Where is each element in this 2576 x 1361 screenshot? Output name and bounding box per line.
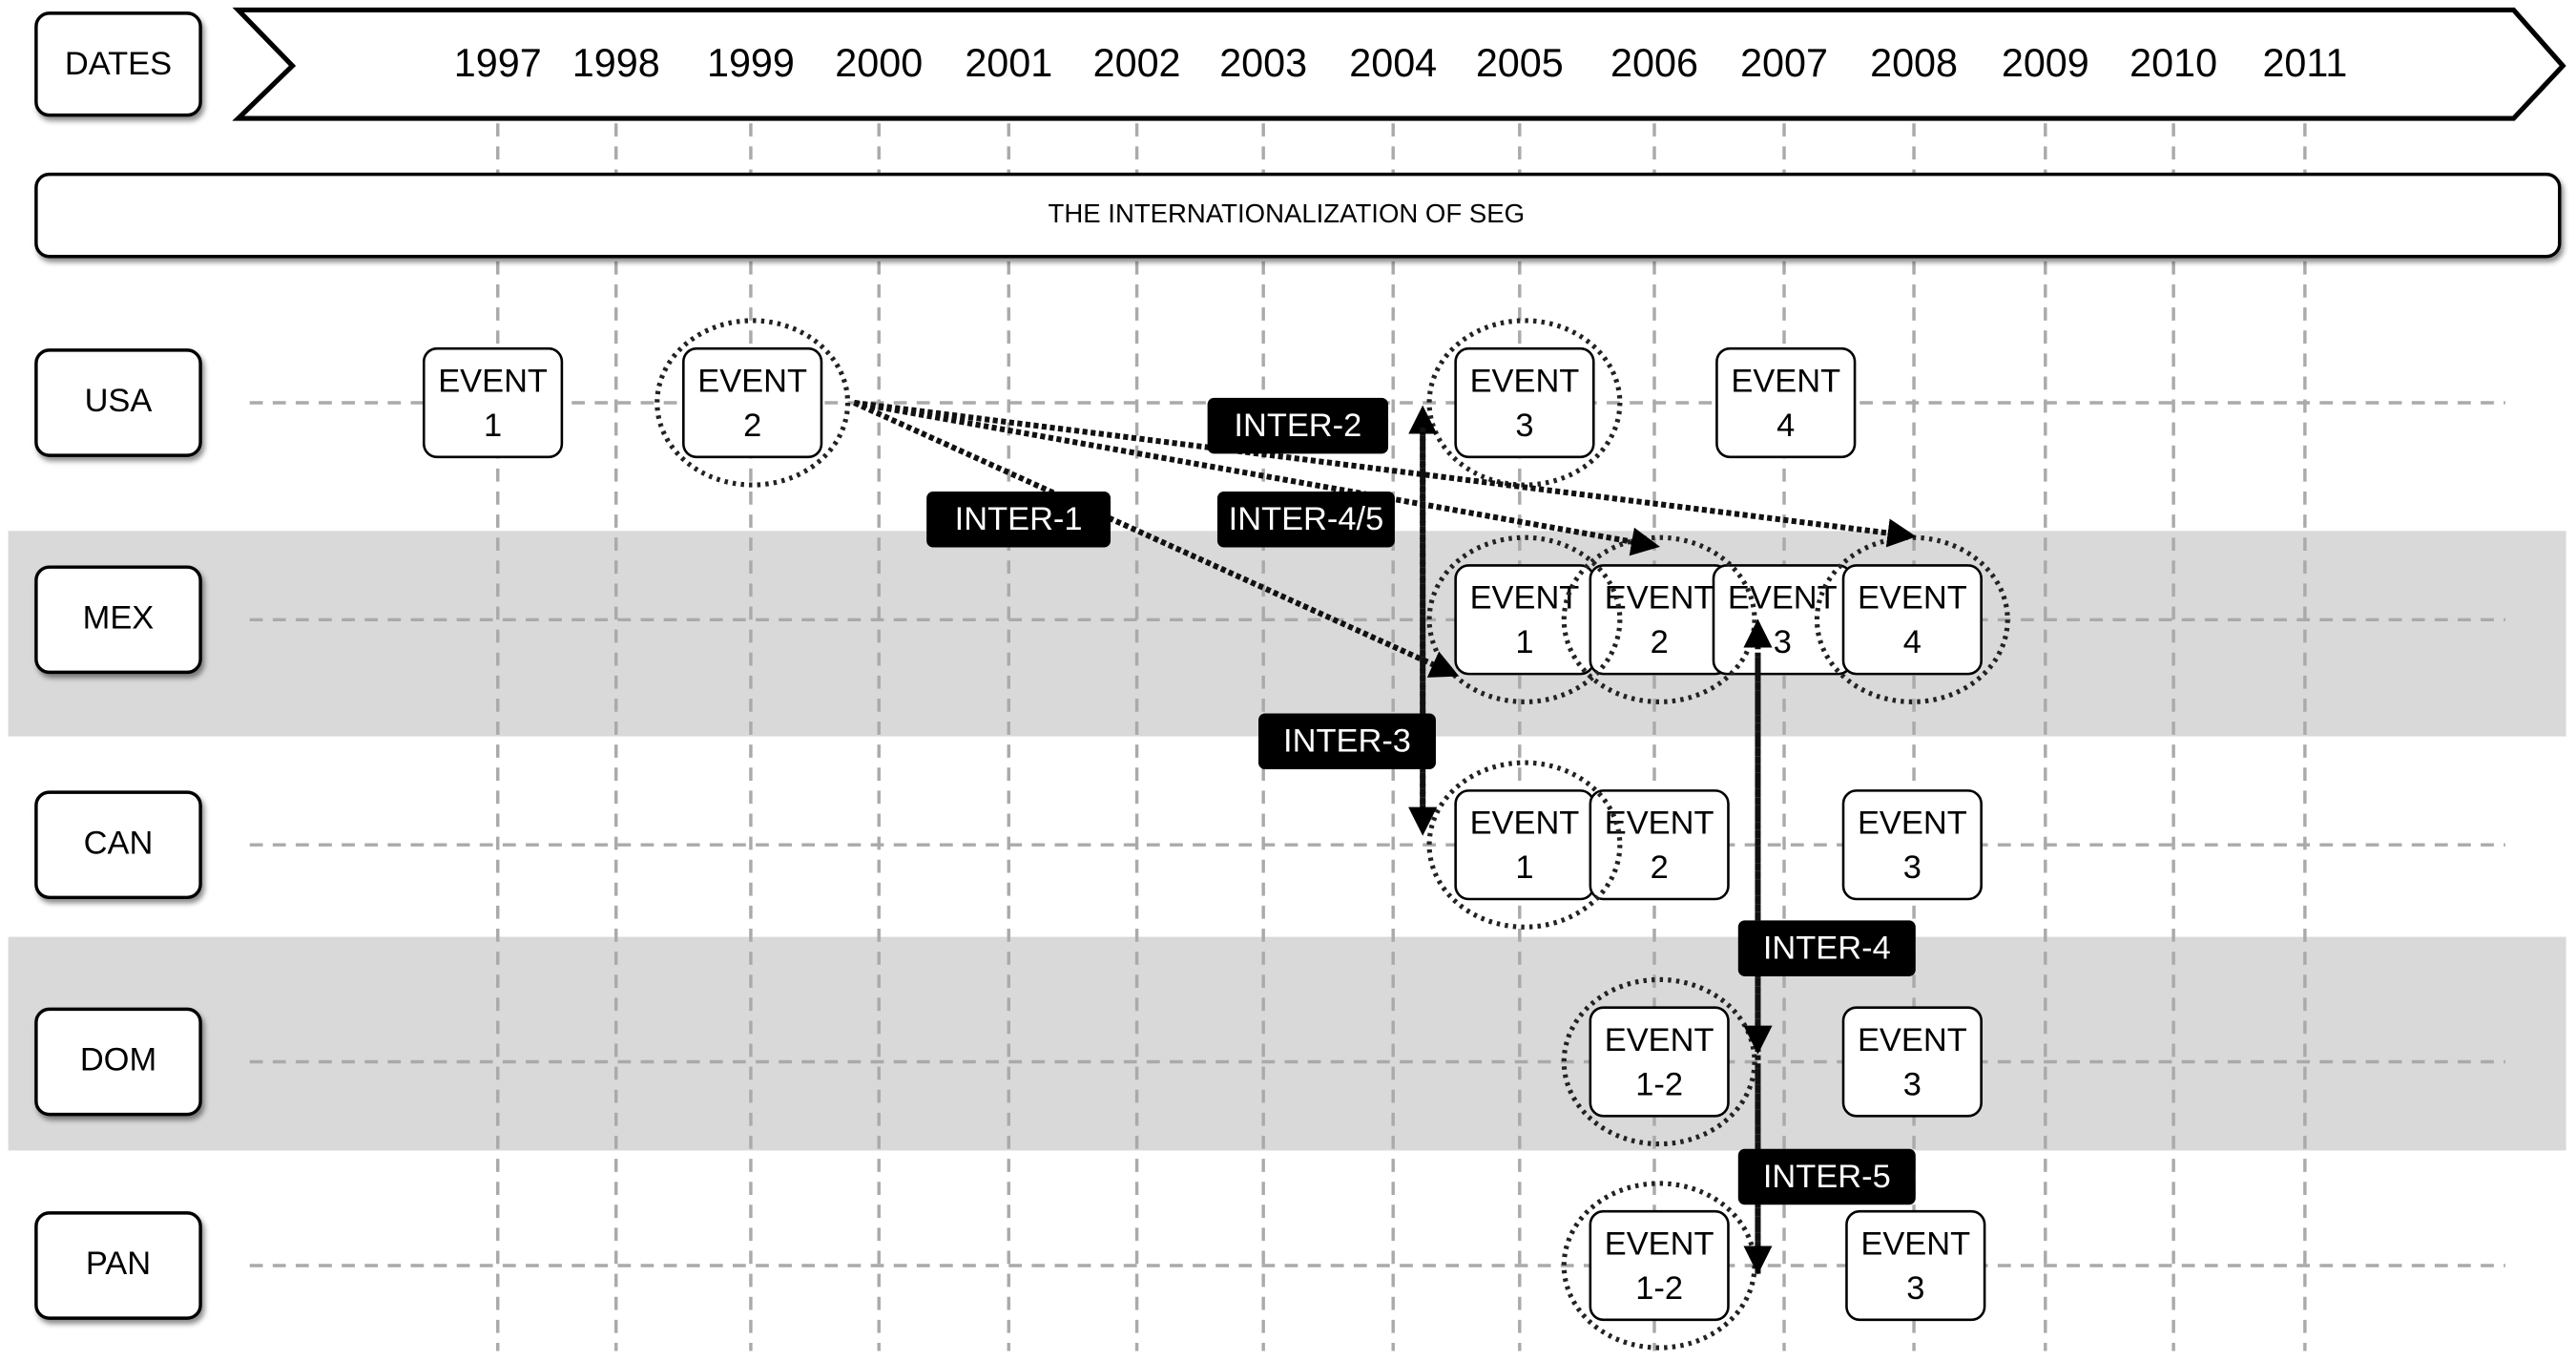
event-title: EVENT <box>438 363 548 399</box>
interaction-tag <box>1216 491 1395 548</box>
event-number: 1 <box>484 408 502 444</box>
interaction-label: INTER-4 <box>1763 930 1891 966</box>
event-number: 3 <box>1515 408 1533 444</box>
row-label: MEX <box>83 599 155 636</box>
interaction-arrow <box>853 400 1660 556</box>
row-label: USA <box>85 383 153 419</box>
title: THE INTERNATIONALIZATION OF SEG <box>1049 199 1525 228</box>
row-label: DOM <box>80 1042 156 1078</box>
interaction-label: INTER-4/5 <box>1229 501 1384 537</box>
interaction-tag <box>1737 1148 1916 1205</box>
event-title: EVENT <box>1605 1225 1714 1262</box>
header-box <box>34 11 202 117</box>
event-number: 4 <box>1776 408 1795 444</box>
year-label: 1998 <box>572 41 660 85</box>
row-label: PAN <box>86 1246 151 1282</box>
dates-arrow <box>232 7 2566 121</box>
event-number: 3 <box>1903 849 1922 886</box>
event-highlight <box>1426 534 1623 704</box>
interaction-tag <box>926 491 1111 548</box>
event-number: 3 <box>1774 624 1792 660</box>
event-box <box>1715 346 1857 459</box>
year-label: 2000 <box>835 41 923 85</box>
event-number: 2 <box>1651 849 1669 886</box>
event-box <box>1589 1006 1730 1118</box>
interaction-arrow <box>854 400 1917 548</box>
interaction-label: INTER-1 <box>955 501 1083 537</box>
header-label: DATES <box>65 46 172 82</box>
event-title: EVENT <box>1605 580 1714 617</box>
event-number: 2 <box>1651 624 1669 660</box>
year-label: 2002 <box>1093 41 1181 85</box>
event-number: 3 <box>1903 1066 1922 1102</box>
event-number: 1-2 <box>1635 1270 1683 1307</box>
event-box <box>1589 789 1730 901</box>
year-label: 2010 <box>2129 41 2217 85</box>
year-label: 2006 <box>1610 41 1698 85</box>
event-number: 1-2 <box>1635 1066 1683 1102</box>
event-number: 3 <box>1906 1270 1924 1307</box>
event-highlight <box>654 318 851 488</box>
interaction-arrow <box>853 400 1460 678</box>
event-box <box>1841 1006 1983 1118</box>
year-label: 2005 <box>1476 41 1564 85</box>
event-title: EVENT <box>697 363 807 399</box>
event-title: EVENT <box>1860 1225 1970 1262</box>
event-title: EVENT <box>1858 1022 1967 1058</box>
event-title: EVENT <box>1731 363 1840 399</box>
event-box <box>1841 789 1983 901</box>
row-box <box>34 1007 202 1117</box>
row-box <box>34 1211 202 1320</box>
row-label: CAN <box>84 825 154 861</box>
event-highlight <box>1814 534 2010 704</box>
year-label: 2001 <box>965 41 1052 85</box>
year-label: 1997 <box>454 41 542 85</box>
event-highlight <box>1426 760 1623 930</box>
year-label: 2004 <box>1349 41 1437 85</box>
band <box>8 531 2566 737</box>
interaction-label: INTER-5 <box>1763 1159 1891 1195</box>
interaction-tag <box>1258 713 1436 769</box>
interaction-tag <box>1737 920 1916 976</box>
interaction-label: INTER-2 <box>1234 408 1361 444</box>
year-label: 2008 <box>1870 41 1958 85</box>
year-label: 2011 <box>2262 41 2347 85</box>
interaction-tag <box>1207 397 1389 454</box>
event-box <box>682 346 823 459</box>
row-box <box>34 790 202 900</box>
band <box>8 936 2566 1151</box>
event-number: 1 <box>1515 849 1533 886</box>
event-title: EVENT <box>1470 580 1580 617</box>
title-banner <box>34 172 2562 259</box>
event-number: 4 <box>1903 624 1922 660</box>
event-box <box>422 346 564 459</box>
year-label: 1999 <box>707 41 795 85</box>
interaction-label: INTER-3 <box>1283 723 1411 760</box>
year-label: 2009 <box>2002 41 2089 85</box>
event-title: EVENT <box>1858 580 1967 617</box>
row-box <box>34 565 202 675</box>
year-label: 2007 <box>1740 41 1828 85</box>
year-label: 2003 <box>1219 41 1307 85</box>
event-highlight <box>1561 976 1757 1147</box>
event-title: EVENT <box>1858 806 1967 842</box>
event-title: EVENT <box>1470 363 1580 399</box>
event-title: EVENT <box>1605 806 1714 842</box>
event-highlight <box>1426 318 1623 488</box>
event-title: EVENT <box>1605 1022 1714 1058</box>
row-box <box>34 348 202 457</box>
event-box <box>1841 564 1983 676</box>
event-box <box>1845 1209 1986 1322</box>
event-box <box>1589 1209 1730 1322</box>
event-title: EVENT <box>1470 806 1580 842</box>
event-number: 1 <box>1515 624 1533 660</box>
event-number: 2 <box>743 408 761 444</box>
event-box <box>1454 346 1595 459</box>
